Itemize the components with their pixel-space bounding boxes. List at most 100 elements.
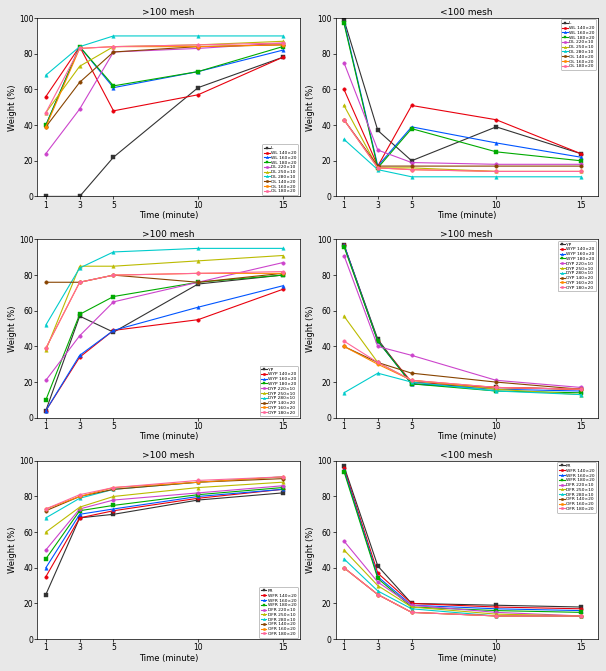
DFR 220×10 xyxy=(279,482,286,490)
DL 220×10 xyxy=(279,39,286,47)
OYP 140×20 xyxy=(408,369,415,377)
WL 140×20 xyxy=(374,162,381,170)
OL 180×20 xyxy=(408,166,415,174)
Legend: FR, WFR 140×20, WFR 160×20, WFR 180×20, DFR 220×10, DFR 250×10, DFR 280×10, OFR : FR, WFR 140×20, WFR 160×20, WFR 180×20, … xyxy=(558,462,596,513)
OL 140×20 xyxy=(577,162,584,170)
DL 250×10 xyxy=(195,41,202,49)
X-axis label: Time (minute): Time (minute) xyxy=(139,654,198,663)
DFR 280×10 xyxy=(76,495,83,503)
DYP 250×10 xyxy=(76,262,83,270)
WYP 140×20 xyxy=(341,241,348,249)
Line: WL 140×20: WL 140×20 xyxy=(44,45,284,113)
DFR 250×10 xyxy=(110,493,117,501)
DYP 250×10 xyxy=(279,252,286,260)
WL 180×20 xyxy=(42,121,50,129)
Line: DYP 250×10: DYP 250×10 xyxy=(342,315,582,397)
OL 140×20 xyxy=(279,41,286,49)
Line: DFR 280×10: DFR 280×10 xyxy=(342,557,582,618)
WYP 180×20 xyxy=(42,396,50,404)
Title: <100 mesh: <100 mesh xyxy=(441,8,493,17)
X-axis label: Time (minute): Time (minute) xyxy=(139,211,198,220)
WL 160×20 xyxy=(42,121,50,129)
OYP 160×20 xyxy=(110,271,117,279)
WYP 140×20 xyxy=(195,315,202,323)
WFR 140×20 xyxy=(341,464,348,472)
DFR 220×10 xyxy=(76,505,83,513)
Line: DFR 280×10: DFR 280×10 xyxy=(44,475,284,519)
DL 250×10 xyxy=(341,101,348,109)
DL 280×10 xyxy=(341,136,348,144)
OYP 180×20 xyxy=(195,269,202,277)
DFR 220×10 xyxy=(195,489,202,497)
OFR 180×20 xyxy=(195,476,202,484)
WL 160×20 xyxy=(577,153,584,161)
WFR 180×20 xyxy=(493,607,500,615)
OYP 160×20 xyxy=(76,278,83,287)
OYP 180×20 xyxy=(408,376,415,384)
DFR 250×10 xyxy=(42,528,50,536)
DL 220×10 xyxy=(374,146,381,154)
DYP 280×10 xyxy=(42,321,50,329)
Y-axis label: Weight (%): Weight (%) xyxy=(8,527,18,573)
DL 280×10 xyxy=(76,43,83,51)
WYP 160×20 xyxy=(577,387,584,395)
DYP 280×10 xyxy=(76,264,83,272)
Line: OL 160×20: OL 160×20 xyxy=(44,43,284,129)
OL 180×20 xyxy=(195,41,202,49)
WFR 180×20 xyxy=(42,555,50,563)
WYP 180×20 xyxy=(279,271,286,279)
WFR 180×20 xyxy=(279,484,286,492)
OYP 140×20 xyxy=(195,278,202,287)
FR xyxy=(195,496,202,504)
FR xyxy=(279,489,286,497)
OL 160×20 xyxy=(493,168,500,176)
DYP 280×10 xyxy=(493,387,500,395)
Line: DL 280×10: DL 280×10 xyxy=(342,138,582,178)
OFR 180×20 xyxy=(577,612,584,620)
Y-axis label: Weight (%): Weight (%) xyxy=(8,84,18,130)
OL 180×20 xyxy=(76,44,83,52)
OYP 180×20 xyxy=(374,358,381,366)
WFR 140×20 xyxy=(110,507,117,515)
YP xyxy=(195,280,202,288)
Line: WFR 160×20: WFR 160×20 xyxy=(44,488,284,570)
Line: YP: YP xyxy=(44,273,284,413)
DYP 280×10 xyxy=(110,248,117,256)
WL 180×20 xyxy=(279,43,286,51)
DL 280×10 xyxy=(408,172,415,180)
OL 160×20 xyxy=(42,123,50,131)
WFR 160×20 xyxy=(408,601,415,609)
DL 250×10 xyxy=(374,164,381,172)
WFR 160×20 xyxy=(76,510,83,518)
OFR 140×20 xyxy=(341,564,348,572)
DYP 220×10 xyxy=(493,376,500,384)
FR xyxy=(76,514,83,522)
DYP 250×10 xyxy=(408,376,415,384)
OFR 180×20 xyxy=(42,505,50,513)
WL 140×20 xyxy=(110,107,117,115)
WYP 140×20 xyxy=(374,337,381,345)
Line: WFR 140×20: WFR 140×20 xyxy=(342,466,582,611)
DL 250×10 xyxy=(279,38,286,46)
WYP 180×20 xyxy=(110,293,117,301)
FR xyxy=(42,590,50,599)
OYP 180×20 xyxy=(42,344,50,352)
WFR 180×20 xyxy=(577,609,584,617)
OFR 160×20 xyxy=(110,484,117,492)
L xyxy=(374,126,381,134)
Line: OYP 140×20: OYP 140×20 xyxy=(342,345,582,391)
DYP 280×10 xyxy=(279,244,286,252)
DFR 220×10 xyxy=(42,546,50,554)
DFR 250×10 xyxy=(341,546,348,554)
OL 160×20 xyxy=(110,43,117,51)
OYP 140×20 xyxy=(279,269,286,277)
DL 280×10 xyxy=(374,166,381,174)
DFR 280×10 xyxy=(279,473,286,481)
DFR 220×10 xyxy=(493,609,500,617)
OFR 160×20 xyxy=(195,478,202,486)
YP xyxy=(374,336,381,344)
WL 160×20 xyxy=(76,43,83,51)
OFR 140×20 xyxy=(110,485,117,493)
OL 160×20 xyxy=(408,166,415,174)
Line: DL 280×10: DL 280×10 xyxy=(44,34,284,77)
